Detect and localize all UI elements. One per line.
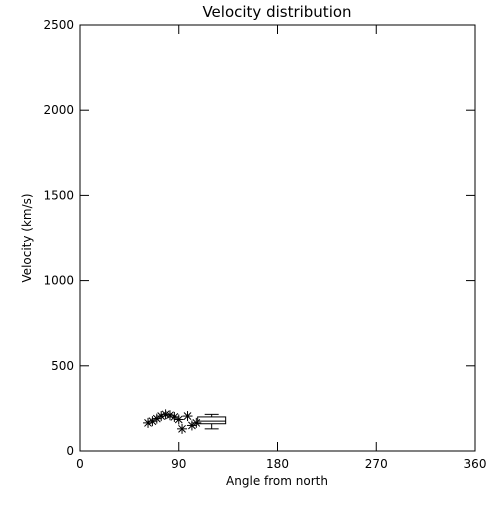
asterisk-stroke (174, 415, 183, 424)
data-point (177, 423, 188, 434)
asterisk-stroke (178, 424, 186, 433)
x-tick-label: 360 (464, 457, 487, 471)
data-point (191, 417, 202, 428)
data-points (143, 409, 202, 434)
data-point (156, 411, 167, 422)
boxplot-box (197, 416, 227, 425)
y-tick-label: 500 (51, 359, 74, 373)
y-tick-label: 2000 (43, 103, 74, 117)
y-axis-label: Velocity (km/s) (20, 193, 34, 282)
data-point (164, 410, 175, 421)
asterisk-stroke (166, 411, 174, 420)
data-point (147, 416, 158, 427)
y-tick-label: 0 (66, 444, 74, 458)
x-tick-label: 90 (171, 457, 186, 471)
asterisk-stroke (170, 413, 179, 421)
asterisk-stroke (183, 412, 192, 420)
x-axis-ticks: 0 90 180 270 360 (76, 25, 486, 471)
data-point (182, 411, 193, 422)
data-point (143, 417, 154, 428)
chart-title: Velocity distribution (202, 3, 351, 21)
x-axis-label: Angle from north (226, 474, 328, 488)
y-tick-label: 2500 (43, 18, 74, 32)
asterisk-stroke (144, 418, 152, 427)
data-point (173, 414, 184, 425)
plot-frame (79, 24, 476, 452)
boxplot (197, 413, 227, 430)
y-tick-label: 1000 (43, 274, 74, 288)
x-tick-label: 0 (76, 457, 84, 471)
asterisk-stroke (161, 410, 170, 419)
y-axis-ticks: 0 500 1000 1500 2000 2500 (43, 18, 475, 458)
x-tick-label: 270 (365, 457, 388, 471)
y-tick-label: 1500 (43, 188, 74, 202)
x-tick-label: 180 (266, 457, 289, 471)
asterisk-stroke (157, 412, 166, 420)
asterisk-stroke (192, 418, 201, 427)
